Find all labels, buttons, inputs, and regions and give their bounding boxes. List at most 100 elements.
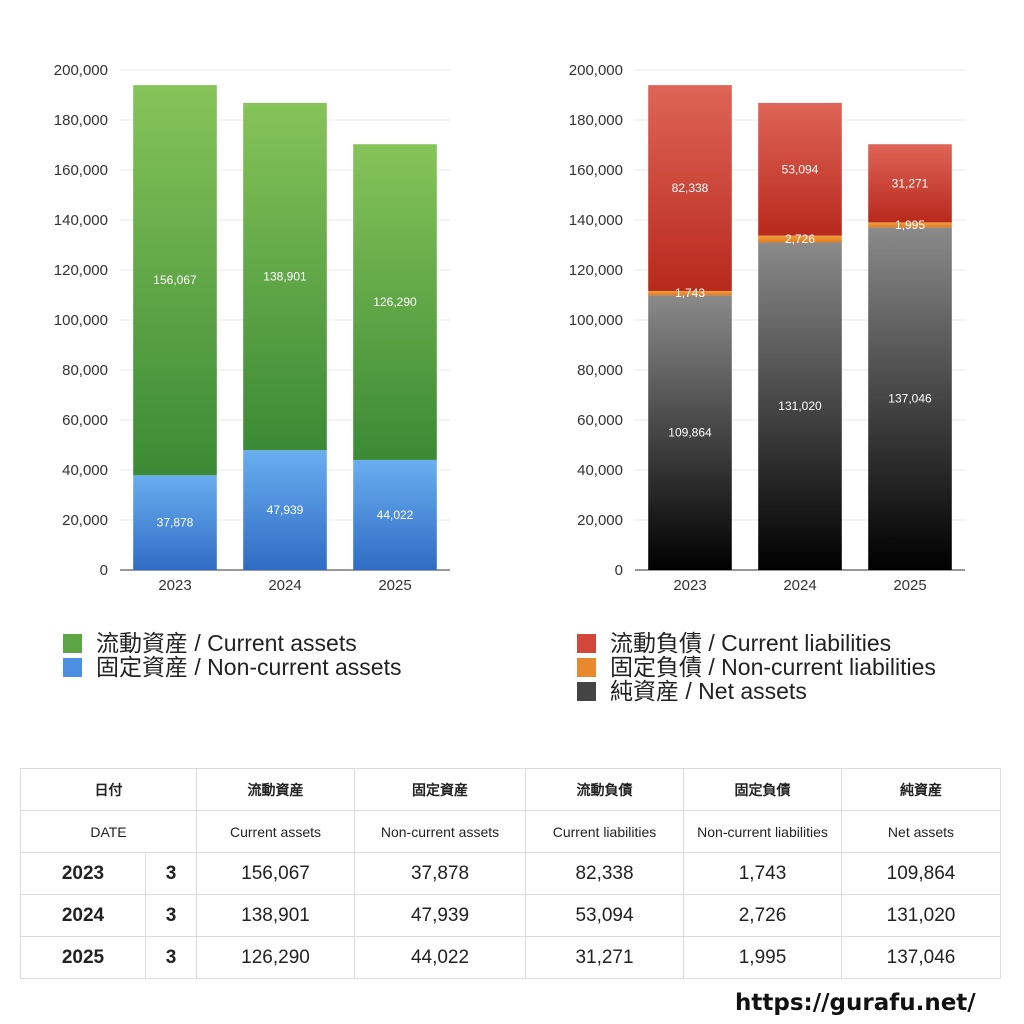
y-tick-label: 20,000 [62, 512, 108, 529]
table-header-cell: 固定資産 [354, 768, 526, 811]
table-header-cell: 純資産 [841, 768, 1001, 811]
table-header-cell: 流動負債 [525, 768, 684, 811]
data-label: 126,290 [373, 295, 417, 309]
table-header-ja: 日付 流動資産 固定資産 流動負債 固定負債 純資産 [20, 768, 1001, 811]
y-tick-label: 160,000 [54, 162, 108, 179]
bar-segment [868, 227, 952, 570]
bar-segment [758, 235, 842, 243]
legend-label: 純資産 / Net assets [610, 678, 807, 704]
legend-label: 流動資産 / Current assets [96, 630, 357, 656]
y-tick-label: 200,000 [569, 62, 623, 79]
y-tick-label: 0 [615, 562, 623, 579]
data-label: 37,878 [157, 516, 194, 530]
y-tick-label: 180,000 [569, 112, 623, 129]
y-tick-label: 40,000 [577, 462, 623, 479]
y-tick-label: 140,000 [54, 212, 108, 229]
bar-segment [648, 290, 732, 296]
table-cell: 53,094 [525, 894, 684, 937]
table-header-cell: 日付 [20, 768, 197, 811]
table-header-en: DATE Current assets Non-current assets C… [20, 810, 1001, 853]
data-label: 1,995 [895, 218, 925, 232]
data-label: 109,864 [668, 426, 712, 440]
y-tick-label: 180,000 [54, 112, 108, 129]
table-row: 2025 3 126,290 44,022 31,271 1,995 137,0… [20, 936, 1001, 979]
legend-item-non-current-assets: 固定資産 / Non-current assets [63, 655, 401, 679]
table-header-cell: Current assets [196, 810, 355, 853]
table-cell: 44,022 [354, 936, 526, 979]
liabilities-legend: 流動負債 / Current liabilities 固定負債 / Non-cu… [577, 631, 936, 703]
source-url[interactable]: https://gurafu.net/ [735, 990, 976, 1016]
bar-segment [868, 144, 952, 223]
y-tick-label: 80,000 [62, 362, 108, 379]
table-header-cell: 固定負債 [683, 768, 842, 811]
table-header-cell: Non-current liabilities [683, 810, 842, 853]
x-tick-label: 2024 [268, 577, 301, 594]
bar-segment [243, 450, 327, 570]
data-label: 131,020 [778, 399, 822, 413]
table-cell: 126,290 [196, 936, 355, 979]
legend-swatch [63, 657, 82, 677]
y-tick-label: 100,000 [569, 312, 623, 329]
table-header-cell: DATE [20, 810, 197, 853]
x-tick-label: 2023 [673, 577, 706, 594]
x-tick-label: 2023 [158, 577, 191, 594]
y-tick-label: 60,000 [577, 412, 623, 429]
financial-data-table: 日付 流動資産 固定資産 流動負債 固定負債 純資産 DATE Current … [20, 768, 1001, 979]
table-cell: 137,046 [841, 936, 1001, 979]
data-label: 53,094 [782, 162, 819, 176]
table-cell: 1,995 [683, 936, 842, 979]
y-tick-label: 100,000 [54, 312, 108, 329]
table-cell: 47,939 [354, 894, 526, 937]
table-row: 2024 3 138,901 47,939 53,094 2,726 131,0… [20, 894, 1001, 937]
data-label: 47,939 [267, 503, 304, 517]
table-cell-month: 3 [145, 852, 197, 895]
y-tick-label: 160,000 [569, 162, 623, 179]
legend-label: 固定資産 / Non-current assets [96, 654, 402, 680]
assets-chart: 0 20,000 40,000 60,000 80,000 100,000 120,000 1… [54, 62, 450, 594]
bar-segment [133, 85, 217, 476]
table-cell: 2,726 [683, 894, 842, 937]
table-cell: 109,864 [841, 852, 1001, 895]
legend-swatch [577, 681, 596, 701]
table-cell: 156,067 [196, 852, 355, 895]
bar-segment [243, 102, 327, 451]
bar-segment [353, 144, 437, 460]
x-tick-label: 2024 [783, 577, 816, 594]
data-label: 1,743 [675, 286, 705, 300]
data-label: 137,046 [888, 392, 932, 406]
y-tick-label: 140,000 [569, 212, 623, 229]
table-cell-year: 2023 [20, 852, 146, 895]
y-tick-label: 20,000 [577, 512, 623, 529]
table-cell: 31,271 [525, 936, 684, 979]
y-tick-label: 60,000 [62, 412, 108, 429]
data-label: 156,067 [153, 273, 197, 287]
y-tick-label: 0 [100, 562, 108, 579]
table-cell: 1,743 [683, 852, 842, 895]
legend-swatch [577, 633, 596, 653]
bar-segment [868, 222, 952, 228]
y-tick-label: 200,000 [54, 62, 108, 79]
bar-segment [758, 242, 842, 570]
data-label: 138,901 [263, 270, 307, 284]
legend-swatch [63, 633, 82, 653]
table-cell-year: 2024 [20, 894, 146, 937]
y-tick-label: 80,000 [577, 362, 623, 379]
legend-label: 固定負債 / Non-current liabilities [610, 654, 936, 680]
assets-legend: 流動資産 / Current assets 固定資産 / Non-current… [63, 631, 401, 679]
x-tick-label: 2025 [378, 577, 411, 594]
data-label: 2,726 [785, 232, 815, 246]
table-header-cell: Net assets [841, 810, 1001, 853]
table-cell-month: 3 [145, 936, 197, 979]
bar-segment [758, 102, 842, 236]
bar-segment [133, 475, 217, 570]
table-cell-month: 3 [145, 894, 197, 937]
table-header-cell: Current liabilities [525, 810, 684, 853]
table-row: 2023 3 156,067 37,878 82,338 1,743 109,8… [20, 852, 1001, 895]
data-label: 44,022 [377, 508, 414, 522]
legend-item-current-liabilities: 流動負債 / Current liabilities [577, 631, 936, 655]
bar-segment [648, 85, 732, 291]
table-cell: 138,901 [196, 894, 355, 937]
legend-swatch [577, 657, 596, 677]
table-cell: 131,020 [841, 894, 1001, 937]
legend-item-net-assets: 純資産 / Net assets [577, 679, 936, 703]
